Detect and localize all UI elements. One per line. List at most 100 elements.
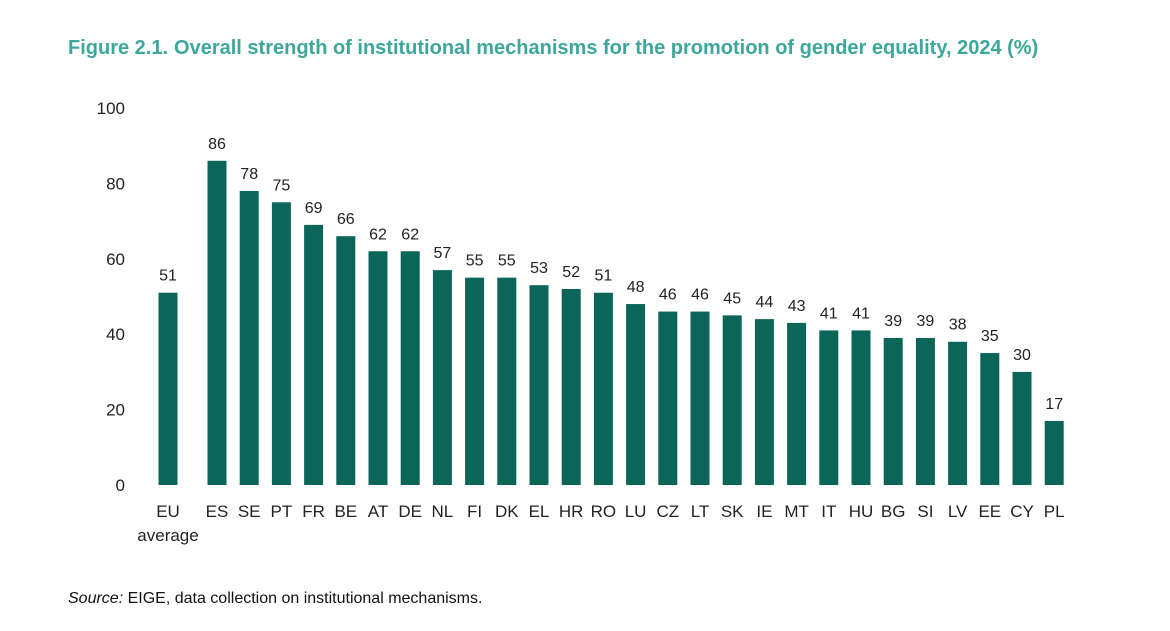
data-label-pt: 75 <box>273 177 291 194</box>
x-tick-label-lu: LU <box>625 502 647 521</box>
y-tick-label-0: 0 <box>116 476 125 495</box>
bar-fi <box>465 277 485 485</box>
y-tick-label-40: 40 <box>106 325 125 344</box>
x-tick-label-lv: LV <box>948 502 968 521</box>
x-tick-label-pt: PT <box>271 502 293 521</box>
figure-label: Figure 2.1. <box>68 37 169 59</box>
data-label-mt: 43 <box>788 298 806 315</box>
bar-lu <box>626 304 646 485</box>
y-tick-label-100: 100 <box>97 99 125 118</box>
y-tick-label-60: 60 <box>106 250 125 269</box>
x-tick-label-be: BE <box>334 502 357 521</box>
bar-es <box>207 160 227 485</box>
bar-pt <box>271 202 291 485</box>
data-label-fr: 69 <box>305 200 323 217</box>
data-label-fi: 55 <box>466 253 484 270</box>
x-tick-label-hu: HU <box>849 502 874 521</box>
data-labels: 51 86 78 75 69 66 62 62 57 55 55 53 52 51 48 46 46 45 44 43… <box>159 136 1063 413</box>
x-tick-label-cy: CY <box>1010 502 1034 521</box>
x-tick-label-nl: NL <box>432 502 454 521</box>
bar-at <box>368 251 388 485</box>
data-label-be: 66 <box>337 211 355 228</box>
data-label-ee: 35 <box>981 328 999 345</box>
bar-sk <box>722 315 742 485</box>
x-tick-label-eu-average: EU average <box>137 502 198 545</box>
data-label-eu-average: 51 <box>159 268 177 285</box>
data-label-cy: 30 <box>1013 347 1031 364</box>
data-label-hu: 41 <box>852 305 870 322</box>
data-label-si: 39 <box>917 313 935 330</box>
data-label-lv: 38 <box>949 317 967 334</box>
bar-pl <box>1044 420 1064 485</box>
x-tick-label-lt: LT <box>691 502 710 521</box>
bars <box>158 160 1064 485</box>
x-tick-label-fr: FR <box>302 502 325 521</box>
bar-cy <box>1012 371 1032 485</box>
data-label-nl: 57 <box>434 245 452 262</box>
bar-el <box>529 285 549 485</box>
x-tick-label-se: SE <box>238 502 261 521</box>
bar-be <box>336 236 356 485</box>
bar-ro <box>593 292 613 485</box>
data-label-cz: 46 <box>659 287 677 304</box>
bar-mt <box>787 322 807 485</box>
x-axis: EU average ES SE PT FR BE AT DE NL FI DK EL HR RO LU CZ L… <box>137 502 1064 545</box>
x-tick-label-el: EL <box>529 502 550 521</box>
data-label-dk: 55 <box>498 253 516 270</box>
bar-dk <box>497 277 517 485</box>
x-tick-label-ee: EE <box>978 502 1001 521</box>
y-tick-label-20: 20 <box>106 401 125 420</box>
data-label-at: 62 <box>369 226 387 243</box>
y-tick-label-80: 80 <box>106 174 125 193</box>
figure-title: Overall strength of institutional mechan… <box>174 37 1039 59</box>
x-tick-label-sk: SK <box>721 502 744 521</box>
bar-hr <box>561 288 581 485</box>
bar-de <box>400 251 420 485</box>
bar-hu <box>851 330 871 485</box>
data-label-pl: 17 <box>1045 396 1063 413</box>
bar-fr <box>304 224 324 485</box>
x-tick-label-at: AT <box>368 502 388 521</box>
x-tick-label-hr: HR <box>559 502 584 521</box>
x-tick-label-fi: FI <box>467 502 482 521</box>
data-label-lu: 48 <box>627 279 645 296</box>
data-label-bg: 39 <box>884 313 902 330</box>
x-tick-label-cz: CZ <box>656 502 679 521</box>
bar-ie <box>754 319 774 485</box>
x-tick-label-ie: IE <box>756 502 772 521</box>
data-label-ie: 44 <box>756 294 774 311</box>
bar-ee <box>980 353 1000 485</box>
source-note: Source: EIGE, data collection on institu… <box>68 590 482 608</box>
bar-si <box>915 337 935 485</box>
x-tick-label-es: ES <box>206 502 229 521</box>
data-label-ro: 51 <box>595 268 613 285</box>
bar-it <box>819 330 839 485</box>
x-tick-label-it: IT <box>821 502 836 521</box>
data-label-sk: 45 <box>723 290 741 307</box>
chart-title: Figure 2.1. Overall strength of instituti… <box>68 37 1038 60</box>
y-axis: 0 20 40 60 80 100 <box>97 99 125 495</box>
x-tick-label-ro: RO <box>591 502 617 521</box>
x-tick-label-dk: DK <box>495 502 519 521</box>
x-tick-label-mt: MT <box>784 502 809 521</box>
source-label: Source: <box>68 590 124 607</box>
bar-lv <box>948 341 968 485</box>
data-label-es: 86 <box>208 136 226 153</box>
data-label-se: 78 <box>240 166 258 183</box>
data-label-de: 62 <box>401 226 419 243</box>
source-text: EIGE, data collection on institutional m… <box>127 590 483 607</box>
bar-eu-average <box>158 292 178 485</box>
bar-cz <box>658 311 678 485</box>
data-label-el: 53 <box>530 260 548 277</box>
data-label-hr: 52 <box>562 264 580 281</box>
bar-nl <box>432 270 452 485</box>
data-label-lt: 46 <box>691 287 709 304</box>
bar-lt <box>690 311 710 485</box>
x-tick-label-de: DE <box>398 502 422 521</box>
x-tick-label-si: SI <box>917 502 933 521</box>
data-label-it: 41 <box>820 305 838 322</box>
x-tick-label-pl: PL <box>1044 502 1065 521</box>
bar-bg <box>883 337 903 485</box>
x-tick-label-bg: BG <box>881 502 906 521</box>
